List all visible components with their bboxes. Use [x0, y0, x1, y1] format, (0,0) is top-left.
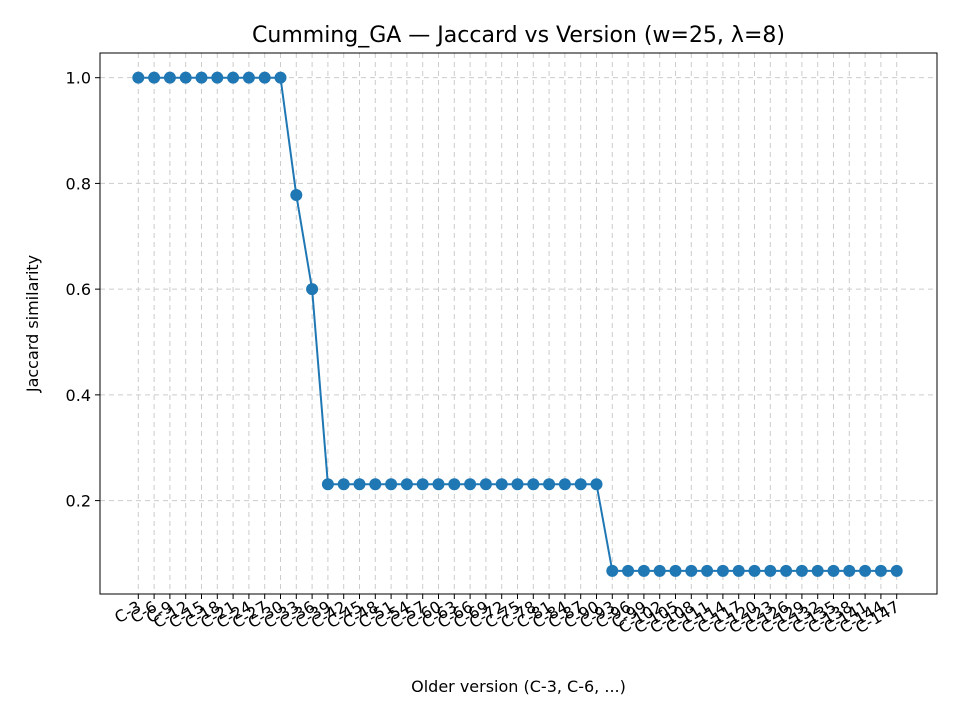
data-point [527, 478, 540, 491]
data-point [242, 71, 255, 84]
data-point [479, 478, 492, 491]
y-tick-label: 0.2 [66, 492, 91, 511]
data-point [369, 478, 382, 491]
x-axis: C-3C-6C-9C-12C-15C-18C-21C-24C-27C-30C-3… [111, 594, 903, 637]
data-point [227, 71, 240, 84]
x-axis-label: Older version (C-3, C-6, ...) [411, 677, 626, 696]
data-point [843, 564, 856, 577]
data-point [148, 71, 161, 84]
y-axis-label: Jaccard similarity [23, 255, 42, 393]
data-point [258, 71, 271, 84]
data-point [590, 478, 603, 491]
data-point [290, 189, 303, 202]
data-point [732, 564, 745, 577]
data-point [637, 564, 650, 577]
data-point [495, 478, 508, 491]
data-point [574, 478, 587, 491]
data-point [511, 478, 524, 491]
data-point [669, 564, 682, 577]
data-point [400, 478, 413, 491]
data-point [795, 564, 808, 577]
data-point [337, 478, 350, 491]
data-point [163, 71, 176, 84]
plot-frame [99, 52, 938, 595]
data-point [211, 71, 224, 84]
series [132, 71, 903, 577]
data-point [179, 71, 192, 84]
data-point [132, 71, 145, 84]
data-point [874, 564, 887, 577]
data-point [306, 283, 319, 296]
grid [100, 53, 937, 594]
data-point [859, 564, 872, 577]
y-tick-label: 0.6 [66, 280, 91, 299]
data-point [385, 478, 398, 491]
data-point [606, 564, 619, 577]
data-point [622, 564, 635, 577]
y-axis: 0.2 0.4 0.6 0.8 1.0 [66, 69, 100, 511]
data-point [685, 564, 698, 577]
data-point [827, 564, 840, 577]
data-point [195, 71, 208, 84]
data-point [274, 71, 287, 84]
y-tick-label: 0.8 [66, 174, 91, 193]
data-point [464, 478, 477, 491]
chart-title: Cumming_GA — Jaccard vs Version (w=25, λ… [252, 23, 785, 48]
data-point [716, 564, 729, 577]
data-point [543, 478, 556, 491]
data-point [653, 564, 666, 577]
data-point [764, 564, 777, 577]
y-tick-label: 0.4 [66, 386, 91, 405]
y-tick-label: 1.0 [66, 69, 91, 88]
data-point [321, 478, 334, 491]
data-point [558, 478, 571, 491]
data-point [780, 564, 793, 577]
data-point [448, 478, 461, 491]
data-point [748, 564, 761, 577]
data-point [353, 478, 366, 491]
data-point [811, 564, 824, 577]
data-point [416, 478, 429, 491]
data-point [701, 564, 714, 577]
data-point [432, 478, 445, 491]
data-point [890, 564, 903, 577]
